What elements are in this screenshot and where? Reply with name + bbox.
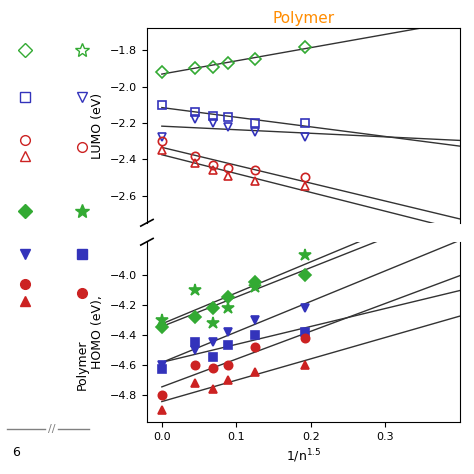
X-axis label: 1/n$^{1.5}$: 1/n$^{1.5}$ bbox=[286, 447, 321, 465]
Y-axis label: HOMO (eV),: HOMO (eV), bbox=[91, 295, 104, 369]
Text: //: // bbox=[48, 424, 55, 434]
Text: Polymer: Polymer bbox=[76, 340, 89, 390]
Text: 6: 6 bbox=[12, 446, 20, 459]
Y-axis label: LUMO (eV): LUMO (eV) bbox=[91, 92, 104, 159]
Title: Polymer: Polymer bbox=[272, 11, 335, 26]
